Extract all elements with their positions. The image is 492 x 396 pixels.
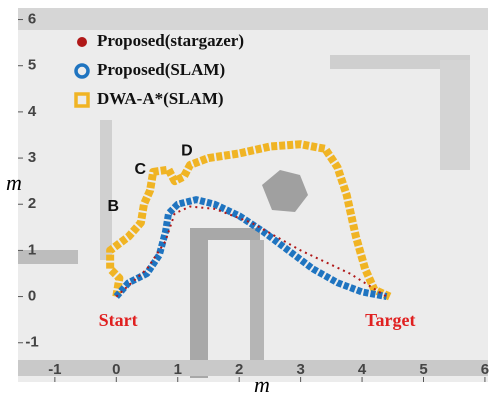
y-tick-label: 2 <box>28 195 36 212</box>
y-tick-label: 1 <box>28 241 36 258</box>
annotation: Target <box>365 310 415 330</box>
x-tick-label: 4 <box>358 361 367 378</box>
map-background <box>18 8 488 382</box>
y-tick-label: -1 <box>25 334 38 351</box>
legend-marker <box>77 37 87 47</box>
annotation: D <box>181 142 193 159</box>
x-tick-label: 1 <box>174 361 182 378</box>
x-tick-label: -1 <box>48 361 61 378</box>
y-axis-label: m <box>6 170 22 195</box>
annotation: C <box>134 161 146 178</box>
chart: m m -1 0 1 2 3 4 5 6 -1 0 1 2 3 4 5 6 Start Target B C D Prop… <box>0 0 492 396</box>
x-tick-label: 3 <box>296 361 304 378</box>
legend-label: Proposed(SLAM) <box>97 60 225 79</box>
legend: Proposed(stargazer) Proposed(SLAM) DWA-A*(… <box>76 31 244 108</box>
x-tick-label: 0 <box>112 361 120 378</box>
y-tick-label: 0 <box>28 288 36 305</box>
x-tick-label: 2 <box>235 361 243 378</box>
legend-label: DWA-A*(SLAM) <box>97 89 224 108</box>
annotation: B <box>107 198 119 215</box>
y-tick-label: 5 <box>28 57 36 74</box>
y-tick-label: 6 <box>28 11 36 28</box>
legend-label: Proposed(stargazer) <box>97 31 244 50</box>
x-axis-label: m <box>254 372 270 396</box>
y-tick-label: 3 <box>28 149 36 166</box>
x-tick-label: 6 <box>481 361 489 378</box>
annotation: Start <box>99 310 138 330</box>
y-tick-label: 4 <box>28 103 37 120</box>
x-tick-label: 5 <box>419 361 427 378</box>
